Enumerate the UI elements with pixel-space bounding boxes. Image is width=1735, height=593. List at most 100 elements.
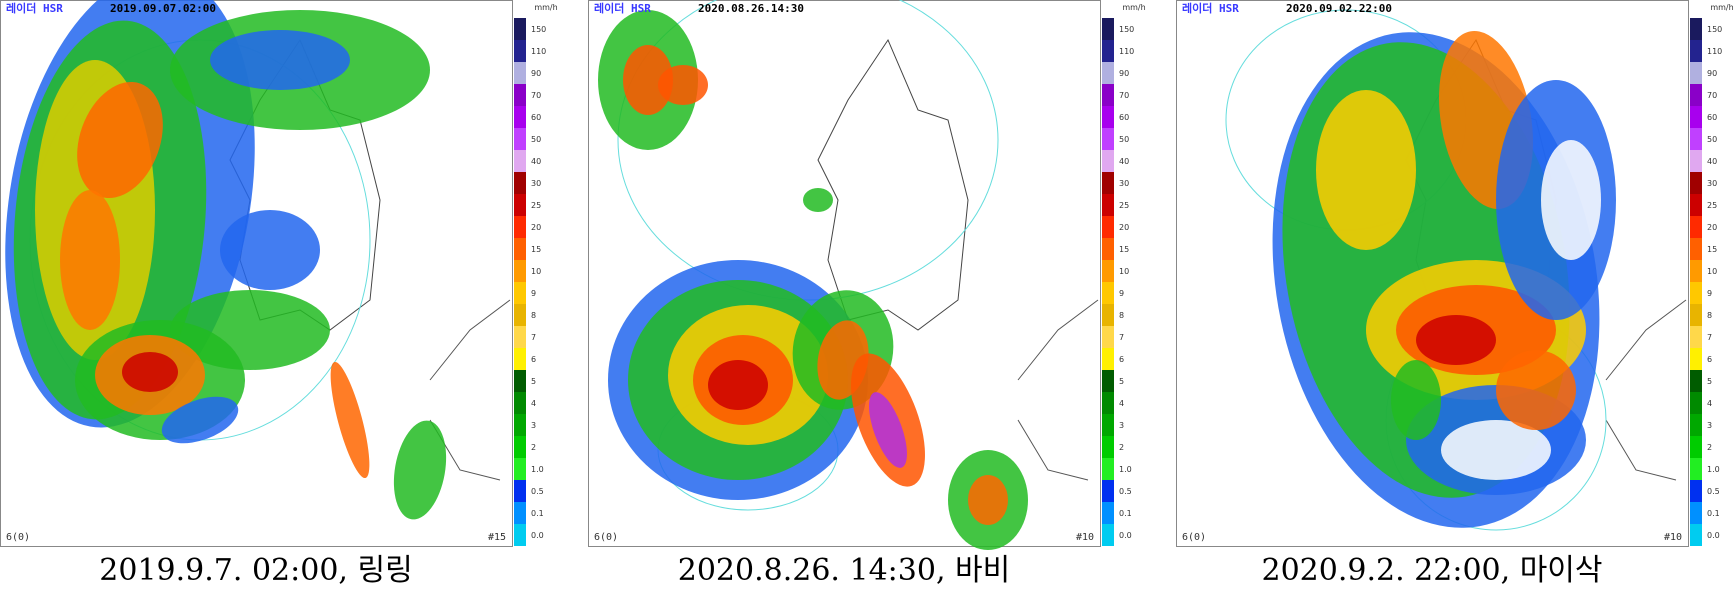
colorbar-label: 8 — [531, 311, 536, 320]
rain-echo — [60, 190, 120, 330]
unit-label: mm/h — [1710, 3, 1733, 12]
colorbar-label: 0.1 — [1119, 509, 1132, 518]
colorbar-segment — [1102, 216, 1114, 238]
colorbar-label: 6 — [1119, 355, 1124, 364]
colorbar-label: 9 — [531, 289, 536, 298]
site-label: 6(0) — [594, 532, 618, 543]
colorbar-label: 150 — [531, 25, 546, 34]
colorbar-segment — [1690, 194, 1702, 216]
colorbar-segment — [1102, 172, 1114, 194]
coastline — [1605, 299, 1687, 481]
colorbar-segment — [1102, 84, 1114, 106]
colorbar-label: 25 — [1707, 201, 1717, 210]
rain-echo — [220, 210, 320, 290]
colorbar-segment — [1102, 150, 1114, 172]
rain-echo — [658, 65, 708, 105]
colorbar-segment — [1102, 392, 1114, 414]
site-label: 6(0) — [1182, 532, 1206, 543]
colorbar-segment — [514, 392, 526, 414]
rain-echo — [1496, 350, 1576, 430]
rain-echo — [1441, 420, 1551, 480]
colorbar-label: 60 — [1119, 113, 1129, 122]
colorbar-label: 3 — [1119, 421, 1124, 430]
colorbar-segment — [1102, 304, 1114, 326]
colorbar-segment — [514, 106, 526, 128]
colorbar-label: 50 — [1119, 135, 1129, 144]
colorbar-segment — [514, 194, 526, 216]
colorbar-label: 50 — [531, 135, 541, 144]
colorbar-segment — [514, 282, 526, 304]
colorbar-segment — [1690, 282, 1702, 304]
radar-panel: 레이더 HSR 2020.08.26.14:30 6(0) #10 mm/h 150 110… — [588, 0, 1146, 588]
colorbar-label: 90 — [531, 69, 541, 78]
product-label: 레이더 HSR — [594, 1, 651, 15]
rain-echo — [1391, 360, 1441, 440]
colorbar-label: 40 — [1119, 157, 1129, 166]
colorbar-segment — [1102, 40, 1114, 62]
colorbar-label: 110 — [1119, 47, 1134, 56]
rain-echo — [869, 392, 907, 468]
colorbar-segment — [1690, 106, 1702, 128]
colorbar-label: 0.0 — [1119, 531, 1132, 540]
colorbar-label: 2 — [531, 443, 536, 452]
colorbar-segment — [514, 172, 526, 194]
colorbar-segment — [1102, 502, 1114, 524]
colorbar-label: 2 — [1119, 443, 1124, 452]
colorbar-label: 15 — [1119, 245, 1129, 254]
colorbar-segment — [1102, 18, 1114, 40]
colorbar-segment — [1102, 326, 1114, 348]
colorbar-segment — [1690, 458, 1702, 480]
colorbar-label: 0.1 — [531, 509, 544, 518]
coastline — [817, 38, 969, 331]
rain-echo — [803, 188, 833, 212]
colorbar-segment — [1102, 194, 1114, 216]
colorbar-label: 10 — [1707, 267, 1717, 276]
colorbar-segment — [1690, 370, 1702, 392]
colorbar-label: 40 — [531, 157, 541, 166]
colorbar-label: 70 — [1119, 91, 1129, 100]
caption: 2019.9.7. 02:00, 링링 — [99, 553, 412, 588]
colorbar-label: 0.5 — [1707, 487, 1720, 496]
colorbar-label: 0.5 — [1119, 487, 1132, 496]
colorbar-segment — [1102, 348, 1114, 370]
colorbar-label: 20 — [531, 223, 541, 232]
colorbar-label: 20 — [1707, 223, 1717, 232]
colorbar-label: 7 — [1119, 333, 1124, 342]
colorbar-label: 90 — [1707, 69, 1717, 78]
colorbar-segment — [1690, 216, 1702, 238]
rain-echo — [393, 420, 447, 520]
colorbar-segment — [1102, 282, 1114, 304]
colorbar-label: 3 — [1707, 421, 1712, 430]
colorbar-segment — [514, 216, 526, 238]
colorbar-segment — [1102, 62, 1114, 84]
colorbar-segment — [514, 84, 526, 106]
colorbar-label: 30 — [531, 179, 541, 188]
rain-echo — [77, 81, 163, 199]
colorbar-label: 30 — [1119, 179, 1129, 188]
colorbar-label: 7 — [1707, 333, 1712, 342]
colorbar-label: 0.5 — [531, 487, 544, 496]
colorbar-label: 1.0 — [1119, 465, 1132, 474]
colorbar-label: 5 — [1119, 377, 1124, 386]
colorbar-label: 9 — [1707, 289, 1712, 298]
colorbar-segment — [1690, 150, 1702, 172]
colorbar-label: 0.1 — [1707, 509, 1720, 518]
colorbar-segment — [1690, 480, 1702, 502]
rain-echo — [1541, 140, 1601, 260]
colorbar-label: 1.0 — [531, 465, 544, 474]
colorbar-label: 6 — [1707, 355, 1712, 364]
colorbar-label: 15 — [531, 245, 541, 254]
rain-echo — [210, 30, 350, 90]
colorbar-label: 9 — [1119, 289, 1124, 298]
colorbar-segment — [1102, 238, 1114, 260]
rain-echo — [968, 475, 1008, 525]
product-label: 레이더 HSR — [1182, 1, 1239, 15]
colorbar-segment — [1690, 524, 1702, 546]
colorbar-segment — [514, 18, 526, 40]
colorbar-segment — [1102, 106, 1114, 128]
colorbar-label: 10 — [531, 267, 541, 276]
colorbar-segment — [1102, 260, 1114, 282]
colorbar-label: 60 — [531, 113, 541, 122]
colorbar-label: 1.0 — [1707, 465, 1720, 474]
